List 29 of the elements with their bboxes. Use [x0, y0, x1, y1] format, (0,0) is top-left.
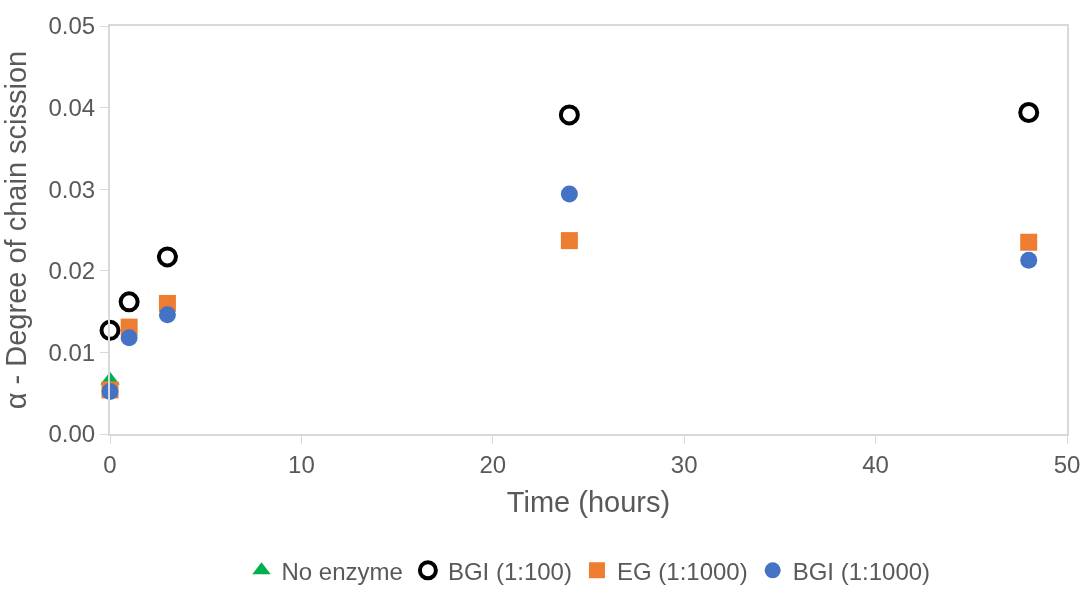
legend-label: BGI (1:1000)	[792, 557, 931, 585]
legend-label: BGI (1:100)	[447, 557, 572, 585]
x-tick-label: 20	[479, 450, 507, 478]
point	[558, 104, 580, 126]
x-axis-title: Time (hours)	[506, 486, 671, 519]
text: 0.00	[48, 420, 96, 448]
x-tick-label: 50	[1053, 450, 1081, 478]
point	[560, 232, 578, 250]
legend-label: No enzyme	[281, 557, 403, 585]
y-tick-label: 0.03	[48, 175, 96, 203]
x-tick-label: 0	[103, 450, 117, 478]
y-tick-label: 0.01	[48, 338, 96, 366]
x-tick-label: 30	[670, 450, 698, 478]
point	[158, 306, 176, 324]
point	[120, 329, 138, 347]
y-tick-label: 0.04	[48, 94, 96, 121]
point	[99, 319, 121, 341]
point	[1018, 102, 1040, 123]
y-tick-label: 0.02	[48, 257, 96, 285]
y-tick-label: 0.05	[48, 12, 96, 40]
x-tick-label: 10	[288, 450, 315, 478]
y-axis-title: α - Degree of chain scission	[0, 50, 32, 410]
x-tick-label: 40	[862, 450, 889, 478]
point	[118, 291, 140, 313]
point	[156, 246, 178, 268]
point	[1020, 251, 1038, 269]
point	[560, 185, 578, 203]
legend-label: EG (1:1000)	[616, 557, 748, 585]
point	[1020, 233, 1038, 251]
